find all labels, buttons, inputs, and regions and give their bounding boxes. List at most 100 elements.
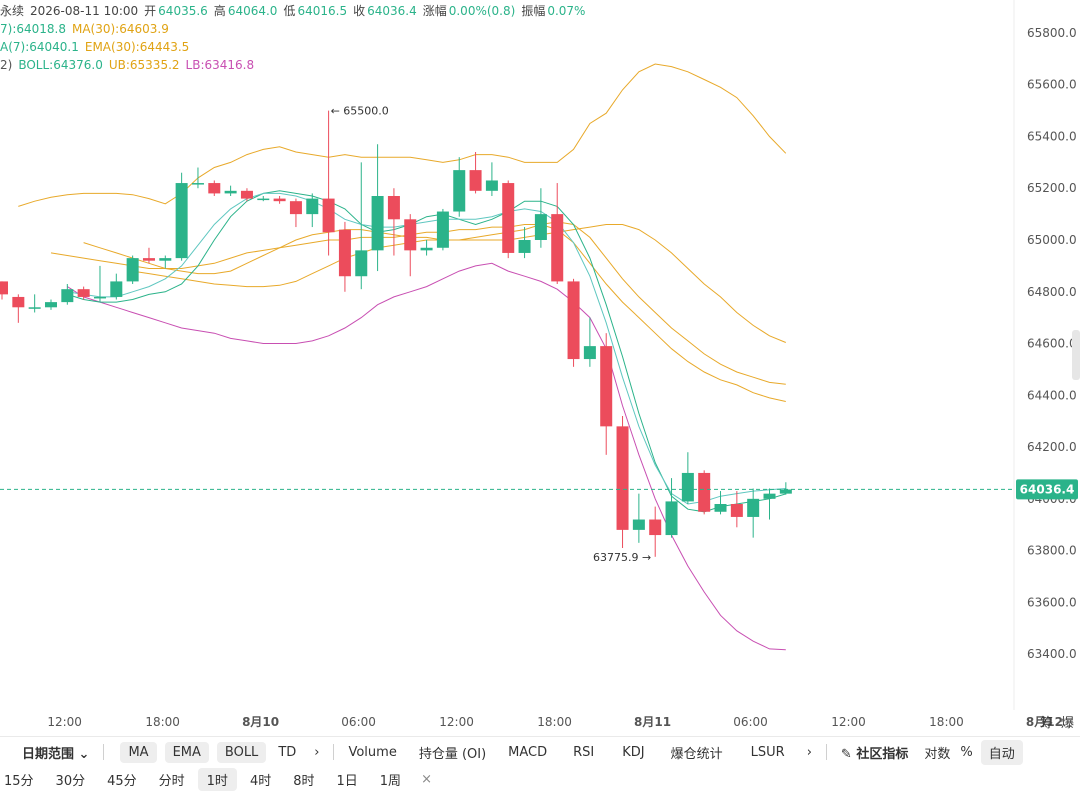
timeframe-2[interactable]: 45分 [107,773,137,789]
volume-tab[interactable]: Volume [348,744,397,760]
x-tick-label: 12:00 [47,715,82,729]
ema-legend: A(7):64040.1 EMA(30):64443.5 [0,38,195,56]
boll-toggle[interactable]: BOLL [216,741,267,763]
candle-body [175,183,188,259]
chevron-right-icon[interactable]: › [314,744,320,760]
ub-value: UB:65335.2 [108,58,180,72]
indicator-lines [18,63,787,651]
boll-prefix: 2) [0,58,13,72]
ema30-value: EMA(30):64443.5 [84,40,190,54]
rsi-tab[interactable]: RSI [573,744,595,760]
auto-scale-toggle[interactable]: 自动 [980,739,1023,765]
candle-body [93,296,106,299]
high-label: 高 [213,4,226,18]
close-label: 收 [353,4,366,18]
candle-body [567,281,580,360]
candle-body [616,426,629,530]
y-tick-label: 65800.0 [1027,26,1077,40]
timeframe-7[interactable]: 1日 [336,773,358,789]
candle-body [632,519,645,530]
community-label: 社区指标 [856,746,909,762]
timeframe-1[interactable]: 30分 [55,773,86,789]
toolbar-divider [0,736,1080,737]
liquidation-tab[interactable]: 爆仓统计 [670,746,723,762]
candle-body [714,504,727,512]
close-icon[interactable]: × [421,771,432,787]
open-label: 开 [144,4,157,18]
liquidation-icon: 爆 [1061,716,1074,731]
y-tick-label: 63800.0 [1027,544,1077,558]
candle-body [404,219,417,251]
edit-icon: ✎ [840,746,852,762]
low-label: 低 [283,4,296,18]
low-marker-label: 63775.9 → [593,551,651,564]
candle-body [77,289,90,297]
candle-body [747,498,760,517]
ema7-value: A(7):64040.1 [0,40,79,54]
open-value: 64035.6 [158,4,208,18]
x-tick-label: 06:00 [733,715,768,729]
indicator-toolbar: 日期范围 ⌄ MA EMA BOLL TD › Volume 持仓量 (OI) … [0,738,1080,766]
price-markers: 64036.4 ← 65500.0 63775.9 → [0,105,1078,564]
chevron-down-icon: ⌄ [78,746,90,762]
candle-body [420,247,433,251]
x-tick-label: 18:00 [929,715,964,729]
ohlc-header: 永续 2026-08-11 10:00 开 64035.6 高 64064.0 低 64016… [0,2,591,20]
date-range-button[interactable]: 日期范围 ⌄ [22,743,89,762]
timeframe-4[interactable]: 1时 [197,767,237,791]
contract-prefix: 永续 [0,4,25,18]
community-indicators-button[interactable]: ✎ 社区指标 [841,743,908,762]
candle-body [485,180,498,191]
scroll-handle[interactable] [1072,330,1080,380]
candle-body [44,302,57,308]
candle-body [730,504,743,517]
candle-body [28,307,41,309]
candle-body [0,281,8,295]
header-datetime: 2026-08-11 10:00 [30,4,139,18]
timeframe-8[interactable]: 1周 [379,773,402,789]
candle-body [649,519,662,536]
lsur-tab[interactable]: LSUR [750,744,785,760]
oi-tab[interactable]: 持仓量 (OI) [418,746,487,762]
y-tick-label: 63600.0 [1027,595,1077,609]
macd-tab[interactable]: MACD [508,744,548,760]
candle-body [338,229,351,277]
candle-body [12,296,25,308]
ma30-value: MA(30):64603.9 [71,22,169,36]
candle-body [436,211,449,248]
candle-body [763,493,776,499]
candle-body [453,170,466,212]
divider [333,744,335,760]
timeframe-6[interactable]: 8时 [293,773,315,789]
timeframe-5[interactable]: 4时 [249,773,272,789]
ema7-line [67,192,786,505]
candle-body [110,281,123,297]
x-tick-label: 12:00 [831,715,866,729]
chevron-right-icon[interactable]: › [806,744,812,760]
candle-body [306,198,319,215]
ma-toggle[interactable]: MA [120,741,157,763]
candle-body [61,289,74,303]
x-tick-label: 18:00 [537,715,572,729]
candle-body [681,472,694,502]
candlestick-chart[interactable]: 63400.063600.063800.064000.064200.064400… [0,0,1080,736]
log-scale-toggle[interactable]: 对数 [924,746,951,762]
close-value: 64036.4 [367,4,417,18]
divider [103,744,105,760]
boll-lower-line [67,262,786,651]
td-toggle[interactable]: TD [278,744,297,760]
percent-toggle[interactable]: % [960,744,973,760]
candle-body [502,183,515,253]
candle-body [208,183,221,194]
kdj-tab[interactable]: KDJ [622,744,645,760]
change-value: 0.00%(0.8) [448,4,516,18]
ema-toggle[interactable]: EMA [164,741,209,763]
ma7-line [67,190,786,513]
timeframe-bar: 15分 30分 45分 分时 1时 4时 8时 1日 1周 × [0,767,1080,791]
timeframe-0[interactable]: 15分 [4,773,34,789]
high-marker-label: ← 65500.0 [331,105,389,118]
candle-body [191,183,204,185]
candle-body [551,214,564,282]
candle-body [257,198,270,201]
timeframe-3[interactable]: 分时 [158,773,185,789]
